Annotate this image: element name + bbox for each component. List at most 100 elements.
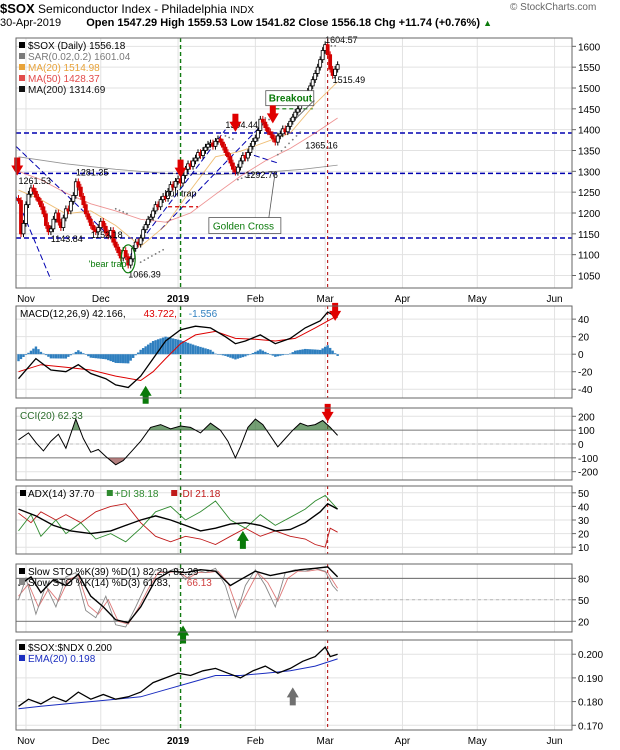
price-candle xyxy=(268,131,273,136)
price-candle xyxy=(83,204,88,215)
macd-histogram-bar xyxy=(191,344,195,355)
price-candle xyxy=(51,218,56,230)
macd-histogram-bar xyxy=(72,353,75,355)
chart-svg: 1050110011501200125013001350140014501500… xyxy=(11,35,603,747)
legend-label: 66.13 xyxy=(187,578,212,589)
macd-histogram-bar xyxy=(39,351,43,355)
price-candle xyxy=(255,130,260,139)
macd-histogram-bar xyxy=(129,354,132,361)
legend-label: ADX(14) 37.70 xyxy=(28,489,95,500)
price-candle xyxy=(238,160,243,168)
price-candle xyxy=(218,138,223,143)
macd-histogram-bar xyxy=(306,349,309,355)
price-candle xyxy=(221,141,225,148)
buy-arrow-icon xyxy=(139,385,152,404)
sar-dot xyxy=(276,153,279,156)
price-candle xyxy=(325,44,330,56)
macd-histogram-bar xyxy=(84,354,88,355)
price-candle xyxy=(228,156,233,164)
ma200-line xyxy=(18,156,338,176)
symbol-label: $SOX xyxy=(0,1,35,16)
ma20-line xyxy=(18,81,338,247)
macd-histogram-bar xyxy=(313,349,317,355)
sar-dot xyxy=(291,138,294,141)
macd-histogram-bar xyxy=(196,346,200,355)
price-candle xyxy=(143,224,148,231)
price-candle xyxy=(148,216,153,220)
legend-swatch xyxy=(19,42,25,48)
price-annotation-label: 1281.35 xyxy=(76,168,109,178)
macd-histogram-bar xyxy=(44,354,48,356)
macd-histogram-bar xyxy=(219,354,222,355)
macd-histogram-bar xyxy=(326,345,329,355)
price-candle xyxy=(78,186,83,197)
breakout-annotation-text: Breakout xyxy=(269,94,313,105)
price-candle xyxy=(290,116,295,122)
macd-histogram-bar xyxy=(333,353,337,355)
sell-arrow-icon xyxy=(11,157,24,176)
annotation-pointer xyxy=(268,171,276,218)
price-candle xyxy=(76,181,81,188)
y-tick-label: 1350 xyxy=(578,147,601,158)
x-tick-label: Dec xyxy=(92,736,110,747)
macd-histogram-bar xyxy=(89,354,92,358)
legend-label: $SOX:$NDX 0.200 xyxy=(28,643,112,654)
y-tick-label: 20 xyxy=(578,530,590,541)
y-tick-label: 0 xyxy=(578,350,584,361)
price-annotation-label: 1066.39 xyxy=(128,270,161,280)
x-tick-label: 2019 xyxy=(167,294,190,305)
sell-arrow-icon xyxy=(174,159,187,178)
macd-histogram-bar xyxy=(301,349,304,355)
macd-histogram-bar xyxy=(97,354,100,359)
macd-histogram-bar xyxy=(87,354,90,357)
y-tick-label: 1600 xyxy=(578,42,601,53)
legend-label: MA(20) 1514.98 xyxy=(28,63,100,74)
legend-swatch xyxy=(19,53,25,59)
price-candle xyxy=(168,184,173,192)
ma50-line xyxy=(18,117,338,223)
macd-histogram-bar xyxy=(336,354,339,356)
x-tick-label: Feb xyxy=(247,294,265,305)
price-candle xyxy=(63,208,68,219)
price-candle xyxy=(236,166,240,173)
legend-swatch xyxy=(19,86,25,92)
adx-line xyxy=(18,502,338,535)
macd-histogram-bar xyxy=(131,354,135,358)
price-candle xyxy=(288,120,293,127)
x-tick-label: May xyxy=(468,294,487,305)
y-tick-label: 1050 xyxy=(578,272,601,283)
macd-histogram-bar xyxy=(112,354,115,363)
price-annotation-label: 1143.84 xyxy=(51,234,83,244)
sto-panel-frame xyxy=(15,563,573,633)
price-candle xyxy=(295,108,300,113)
date-label: 30-Apr-2019 xyxy=(0,17,62,29)
macd-histogram-bar xyxy=(69,354,73,356)
price-candle xyxy=(181,175,185,184)
y-tick-label: 100 xyxy=(578,426,595,437)
legend-label: $SOX (Daily) 1556.18 xyxy=(28,41,126,52)
cci-overbought-fill xyxy=(204,423,220,431)
y-tick-label: 200 xyxy=(578,412,595,423)
x-tick-label: Apr xyxy=(395,294,411,305)
sar-dot xyxy=(122,211,125,213)
sar-dot xyxy=(154,253,157,255)
price-candle xyxy=(223,146,228,153)
macd-histogram-bar xyxy=(166,337,170,355)
macd-histogram-bar xyxy=(139,349,142,355)
macd-histogram-bar xyxy=(239,354,242,358)
price-candle xyxy=(245,152,250,159)
y-tick-label: 0.190 xyxy=(578,674,603,685)
macd-histogram-bar xyxy=(231,354,235,359)
macd-histogram-bar xyxy=(249,354,252,355)
sar-dot xyxy=(330,45,333,47)
adx-panel-frame xyxy=(15,485,573,555)
price-candle xyxy=(206,143,210,148)
price-candle xyxy=(191,160,195,167)
price-candle xyxy=(21,223,26,235)
legend-swatch xyxy=(20,490,26,496)
sar-dot xyxy=(150,255,153,257)
macd-histogram-bar xyxy=(234,354,237,360)
plus-di-line xyxy=(18,494,338,543)
y-tick-label: 10 xyxy=(578,543,590,554)
y-tick-label: -100 xyxy=(578,454,598,465)
